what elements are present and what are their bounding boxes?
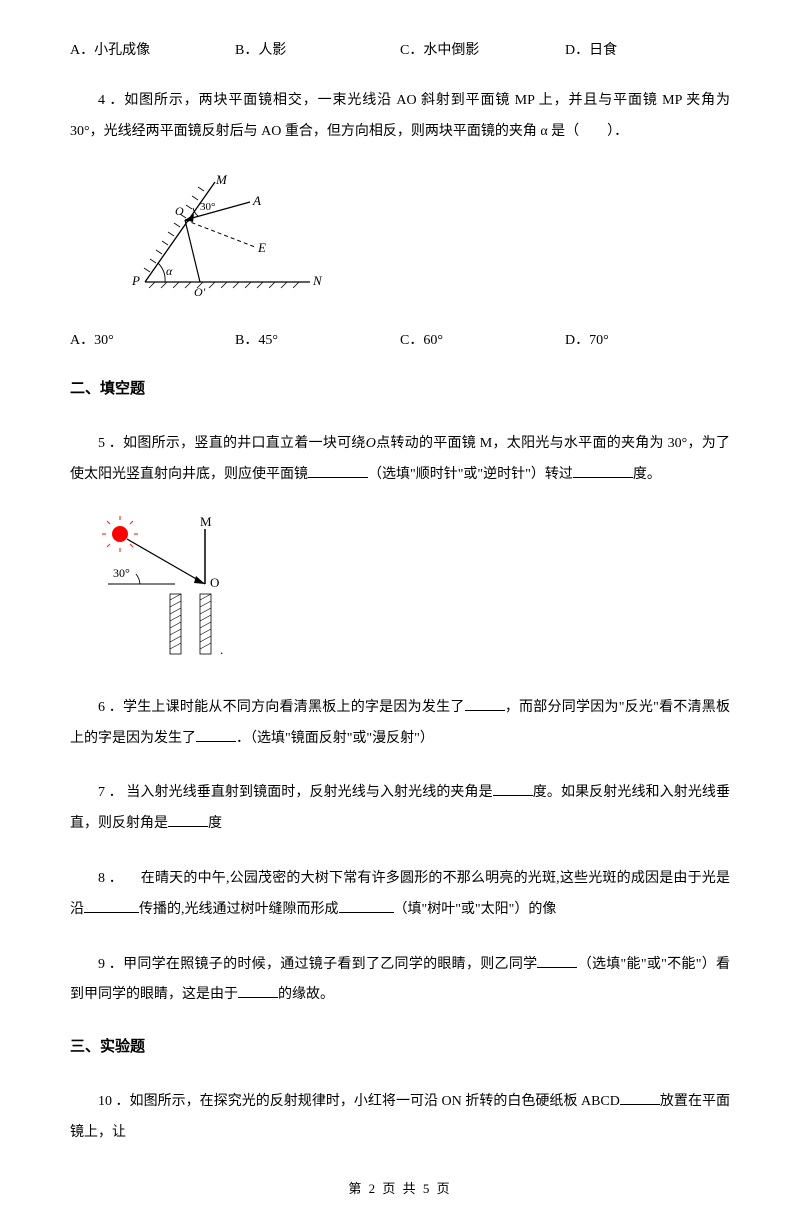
q9-suffix: 的缘故。 — [278, 987, 334, 1002]
q9-blank1 — [537, 954, 577, 968]
q9-blank2 — [238, 984, 278, 998]
q8-middle: 传播的,光线通过树叶缝隙而形成 — [139, 902, 339, 917]
label-30b: 30° — [113, 566, 130, 580]
q3-options: A．小孔成像 B．人影 C．水中倒影 D．日食 — [70, 40, 730, 62]
well — [170, 594, 211, 654]
q8-blank1 — [84, 899, 139, 913]
q4-option-c: C．60° — [400, 330, 565, 352]
label-Mb: M — [200, 514, 212, 529]
q6-blank1 — [465, 697, 505, 711]
q6-suffix: ．（选填"镜面反射"或"漫反射"） — [236, 731, 434, 746]
q6-prefix: 6 ．学生上课时能从不同方向看清黑板上的字是因为发生了 — [98, 700, 465, 715]
label-O2: O' — [194, 285, 206, 299]
label-A: A — [252, 193, 261, 208]
q4-option-a: A．30° — [70, 330, 235, 352]
label-30: 30° — [200, 201, 215, 213]
q10-prefix: 10 ．如图所示，在探究光的反射规律时，小红将一可沿 ON 折转的白色硬纸板 A… — [98, 1094, 620, 1109]
label-E: E — [257, 240, 266, 255]
label-O: O — [175, 204, 184, 218]
q8-suffix: （填"树叶"或"太阳"）的像 — [394, 902, 557, 917]
q8-text: 8 ． 在晴天的中午,公园茂密的大树下常有许多圆形的不那么明亮的光斑,这些光斑的… — [70, 864, 730, 926]
q7-blank2 — [168, 813, 208, 827]
q5-middle2: （选填"顺时针"或"逆时针"）转过 — [368, 467, 573, 482]
q4-text: 4 ．如图所示，两块平面镜相交，一束光线沿 AO 斜射到平面镜 MP 上，并且与… — [70, 86, 730, 148]
q7-blank1 — [493, 782, 533, 796]
q7-suffix: 度 — [208, 816, 222, 831]
q5-text: 5 ．如图所示，竖直的井口直立着一块可绕O点转动的平面镜 M，太阳光与水平面的夹… — [70, 429, 730, 491]
label-N: N — [312, 273, 323, 288]
q4-diagram: M A O 30° E N P α O' — [120, 172, 730, 310]
label-alpha: α — [166, 264, 173, 278]
section2-heading: 二、填空题 — [70, 377, 730, 401]
q5-prefix: 5 ．如图所示，竖直的井口直立着一块可绕 — [98, 436, 366, 451]
label-P: P — [131, 273, 140, 288]
q4-option-b: B．45° — [235, 330, 400, 352]
section3-heading: 三、实验题 — [70, 1035, 730, 1059]
q5-diagram: 30° M O . — [100, 514, 730, 672]
q3-option-c: C．水中倒影 — [400, 40, 565, 62]
sun-icon — [112, 526, 128, 542]
q6-blank2 — [196, 728, 236, 742]
q5-blank1 — [308, 464, 368, 478]
q4-options: A．30° B．45° C．60° D．70° — [70, 330, 730, 352]
q10-blank1 — [620, 1091, 660, 1105]
q7-text: 7 ． 当入射光线垂直射到镜面时，反射光线与入射光线的夹角是度。如果反射光线和入… — [70, 778, 730, 840]
q5-suffix: 度。 — [633, 467, 661, 482]
q3-option-d: D．日食 — [565, 40, 730, 62]
label-M: M — [215, 172, 228, 187]
svg-text:.: . — [220, 642, 223, 657]
q7-prefix: 7 ． 当入射光线垂直射到镜面时，反射光线与入射光线的夹角是 — [98, 785, 493, 800]
q5-O: O — [366, 436, 376, 451]
q3-option-a: A．小孔成像 — [70, 40, 235, 62]
q9-text: 9 ．甲同学在照镜子的时候，通过镜子看到了乙同学的眼睛，则乙同学（选填"能"或"… — [70, 950, 730, 1012]
q3-option-b: B．人影 — [235, 40, 400, 62]
q4-option-d: D．70° — [565, 330, 730, 352]
label-Ob: O — [210, 575, 219, 590]
q5-blank2 — [573, 464, 633, 478]
q8-blank2 — [339, 899, 394, 913]
q10-text: 10 ．如图所示，在探究光的反射规律时，小红将一可沿 ON 折转的白色硬纸板 A… — [70, 1087, 730, 1149]
q6-text: 6 ．学生上课时能从不同方向看清黑板上的字是因为发生了，而部分同学因为"反光"看… — [70, 693, 730, 755]
q9-prefix: 9 ．甲同学在照镜子的时候，通过镜子看到了乙同学的眼睛，则乙同学 — [98, 957, 537, 972]
page-footer: 第 2 页 共 5 页 — [70, 1179, 730, 1200]
